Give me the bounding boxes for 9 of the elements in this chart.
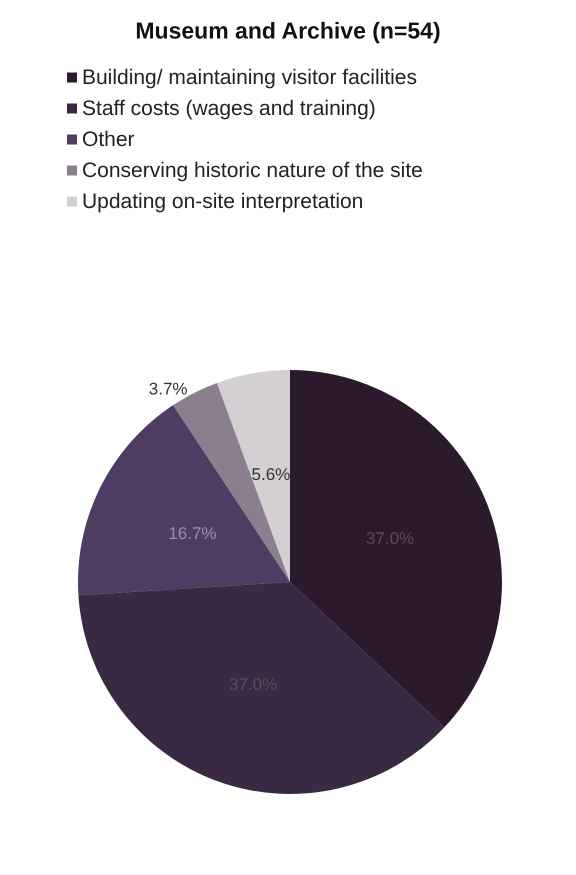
data-label: 5.6% xyxy=(252,465,290,484)
legend-label: Staff costs (wages and training) xyxy=(82,97,376,120)
legend-label: Conserving historic nature of the site xyxy=(82,159,423,182)
chart-title: Museum and Archive (n=54) xyxy=(135,18,441,44)
legend-label: Other xyxy=(82,128,135,151)
data-label: 3.7% xyxy=(148,380,188,399)
legend-label: Building/ maintaining visitor facilities xyxy=(82,66,417,89)
legend-label: Updating on-site interpretation xyxy=(82,190,364,213)
data-label: 16.7% xyxy=(168,524,217,543)
